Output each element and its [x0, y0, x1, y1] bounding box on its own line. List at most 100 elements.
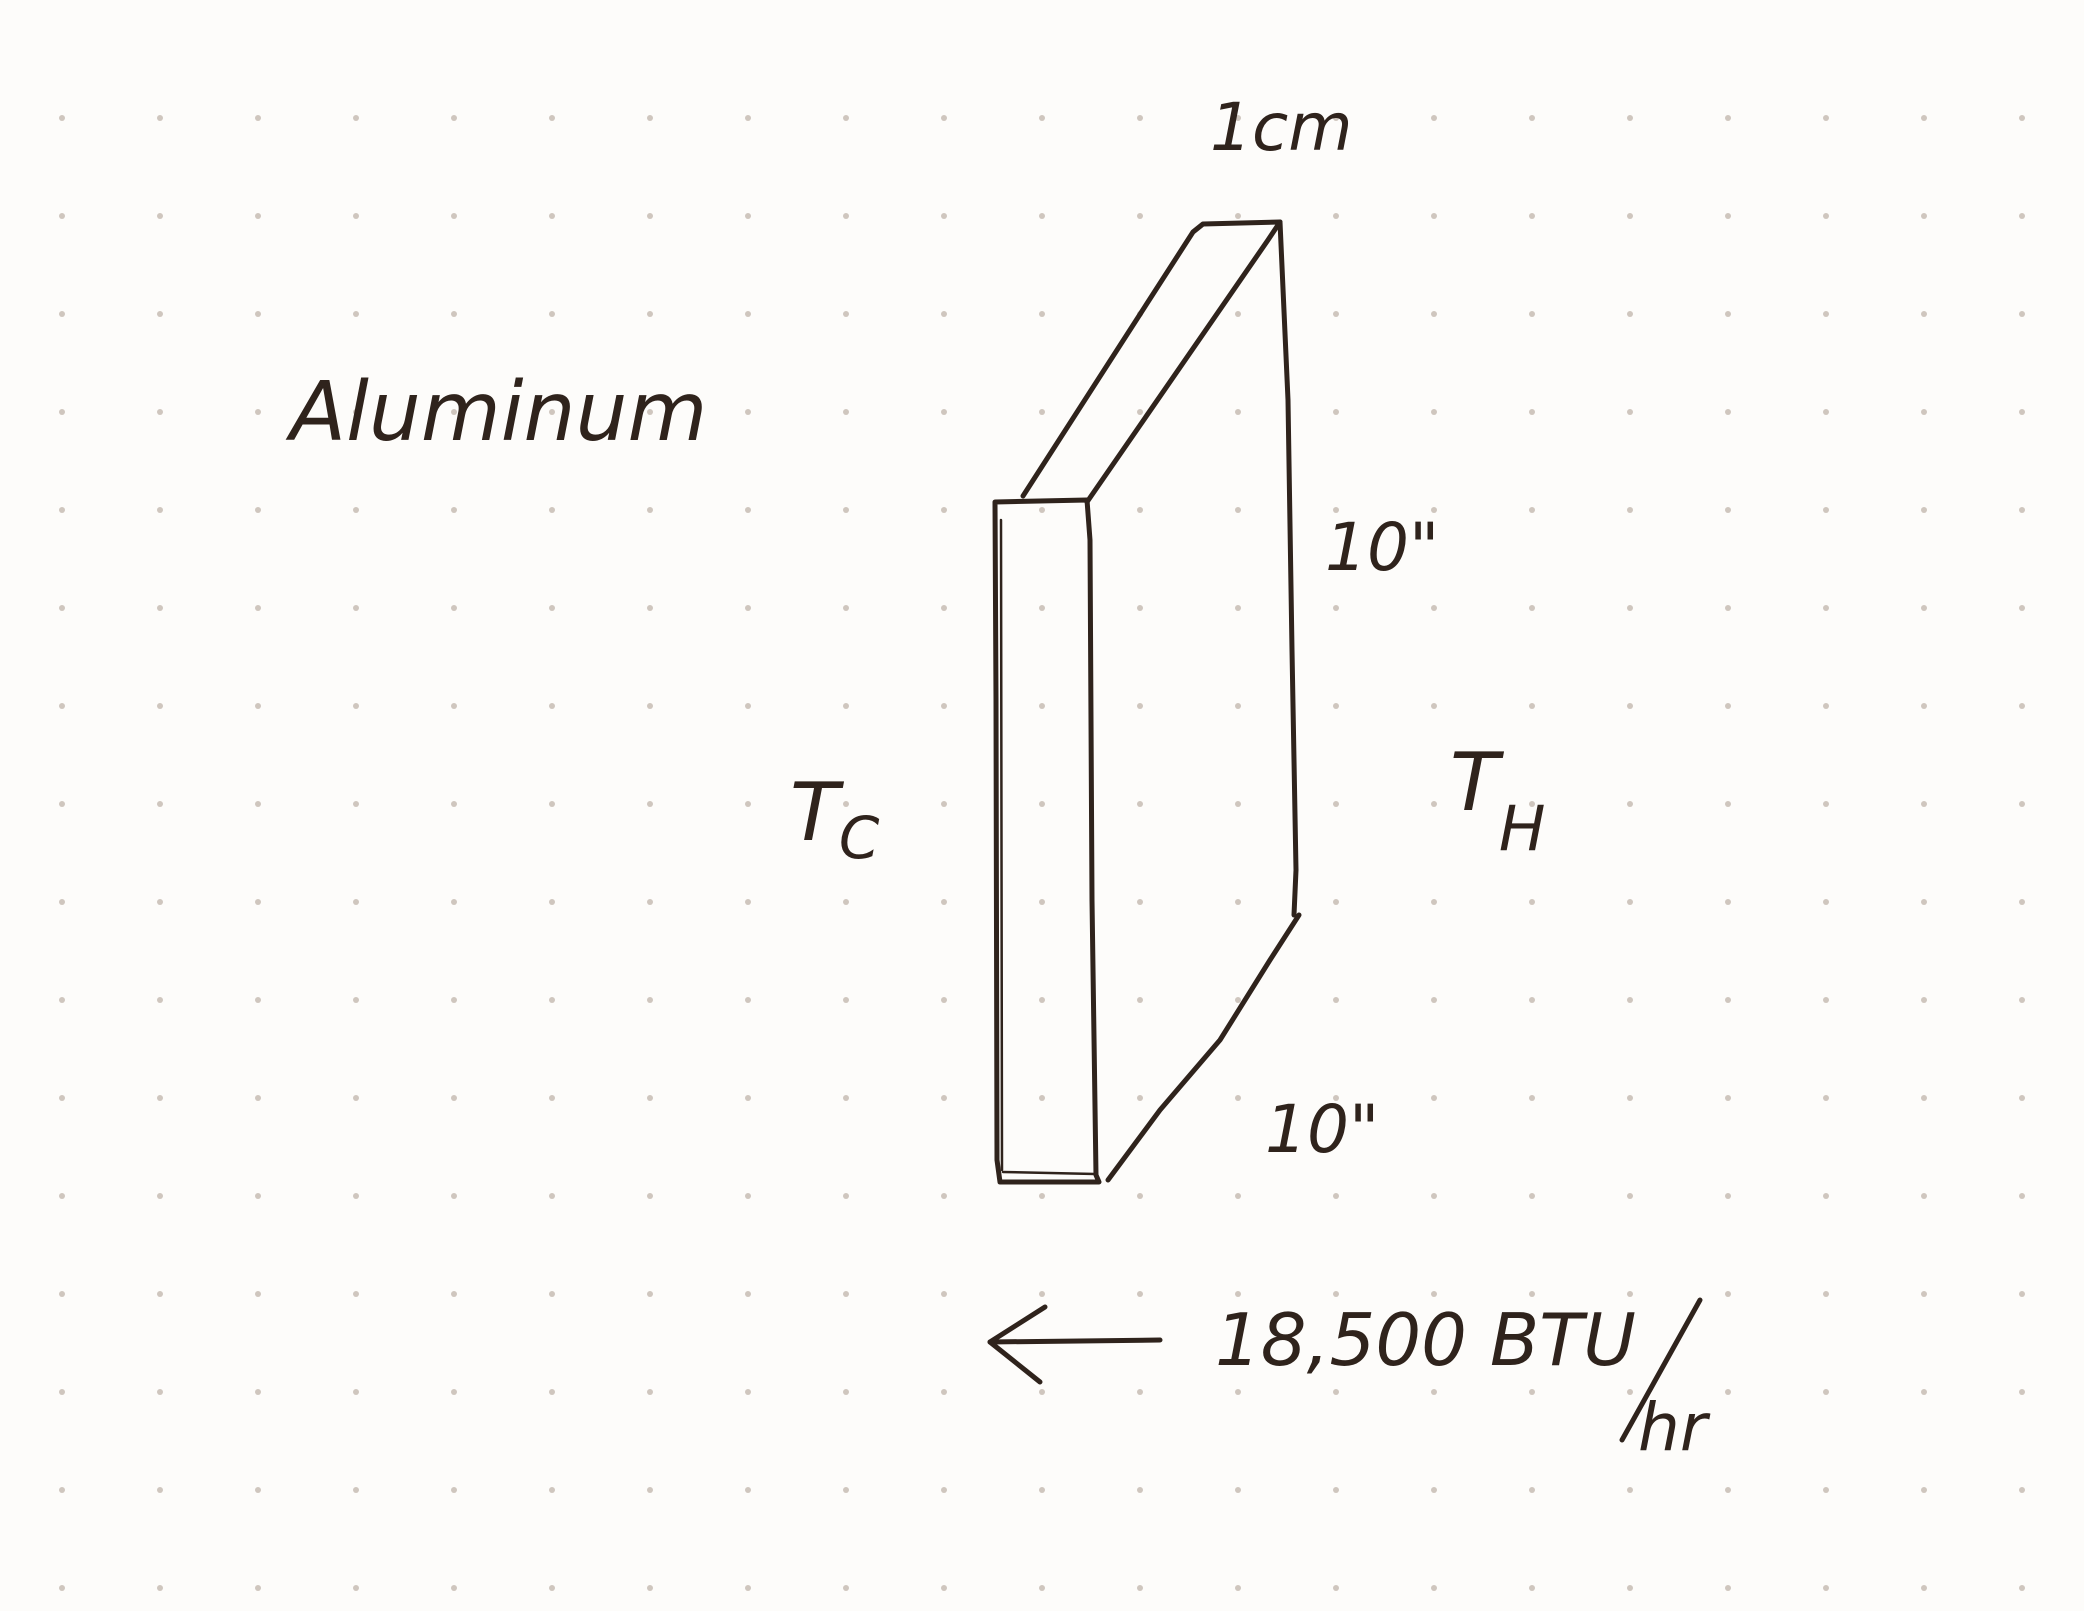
grid-dot: [1333, 1095, 1339, 1101]
grid-dot: [1431, 409, 1437, 415]
grid-dot: [2019, 1487, 2025, 1493]
grid-dot: [1235, 1389, 1241, 1395]
grid-dot: [255, 1389, 261, 1395]
grid-dot: [1333, 703, 1339, 709]
grid-dot: [353, 801, 359, 807]
grid-dot: [1039, 703, 1045, 709]
grid-dot: [1039, 899, 1045, 905]
grid-dot: [59, 115, 65, 121]
grid-dot: [451, 801, 457, 807]
grid-dot: [1627, 115, 1633, 121]
grid-dot: [1823, 311, 1829, 317]
grid-dot: [1431, 1095, 1437, 1101]
grid-dot: [941, 213, 947, 219]
grid-dot: [745, 409, 751, 415]
grid-dot: [549, 1291, 555, 1297]
grid-dot: [1921, 605, 1927, 611]
grid-dot: [1921, 213, 1927, 219]
grid-dot: [745, 1095, 751, 1101]
grid-dot: [647, 703, 653, 709]
grid-dot: [353, 213, 359, 219]
grid-dot: [255, 703, 261, 709]
grid-dot: [1235, 899, 1241, 905]
grid-dot: [59, 311, 65, 317]
grid-dot: [745, 605, 751, 611]
grid-dot: [59, 507, 65, 513]
grid-dot: [1725, 997, 1731, 1003]
grid-dot: [2019, 703, 2025, 709]
grid-dot: [647, 311, 653, 317]
grid-dot: [1431, 1193, 1437, 1199]
grid-dot: [745, 311, 751, 317]
grid-dot: [2019, 997, 2025, 1003]
heat-flow-value: 18,500 BTU: [1215, 1298, 1636, 1382]
cold-side-subscript: C: [839, 804, 880, 872]
grid-dot: [745, 115, 751, 121]
grid-dot: [941, 605, 947, 611]
grid-dot: [843, 1193, 849, 1199]
grid-dot: [647, 899, 653, 905]
grid-dot: [1529, 1193, 1535, 1199]
grid-dot: [647, 801, 653, 807]
grid-dot: [1137, 1487, 1143, 1493]
grid-dot: [647, 1193, 653, 1199]
grid-dot: [59, 899, 65, 905]
grid-dot: [549, 213, 555, 219]
grid-dot: [1823, 1095, 1829, 1101]
grid-dot: [549, 605, 555, 611]
grid-dot: [1627, 605, 1633, 611]
grid-dot: [1235, 213, 1241, 219]
grid-dot: [549, 115, 555, 121]
grid-dot: [1137, 409, 1143, 415]
grid-dot: [353, 1487, 359, 1493]
grid-dot: [255, 409, 261, 415]
grid-dot: [2019, 115, 2025, 121]
grid-dot: [1235, 507, 1241, 513]
grid-dot: [843, 899, 849, 905]
grid-dot: [941, 1389, 947, 1395]
grid-dot: [353, 605, 359, 611]
slab-top-face: [1020, 219, 1283, 505]
cold-side-T: T: [790, 766, 845, 859]
grid-dot: [843, 703, 849, 709]
grid-dot: [1921, 801, 1927, 807]
grid-dot: [353, 409, 359, 415]
grid-dot: [549, 703, 555, 709]
grid-dot: [1431, 801, 1437, 807]
grid-dot: [1627, 507, 1633, 513]
grid-dot: [1529, 1585, 1535, 1591]
grid-dot: [745, 1193, 751, 1199]
grid-dot: [1235, 1487, 1241, 1493]
grid-dot: [1137, 213, 1143, 219]
grid-dot: [1921, 1193, 1927, 1199]
grid-dot: [1529, 899, 1535, 905]
grid-dot: [1431, 1585, 1437, 1591]
grid-dot: [353, 1291, 359, 1297]
grid-dot: [1431, 507, 1437, 513]
grid-dot: [1725, 801, 1731, 807]
grid-dot: [549, 409, 555, 415]
grid-dot: [1823, 507, 1829, 513]
grid-dot: [549, 1389, 555, 1395]
grid-dot: [745, 1487, 751, 1493]
grid-dot: [1921, 899, 1927, 905]
grid-dot: [745, 1389, 751, 1395]
grid-dot: [1725, 507, 1731, 513]
grid-dot: [1039, 997, 1045, 1003]
grid-dot: [1725, 1291, 1731, 1297]
unit-slash: [1619, 1297, 1703, 1443]
grid-dot: [1627, 703, 1633, 709]
grid-dot: [1431, 115, 1437, 121]
grid-dot: [1725, 899, 1731, 905]
grid-dot: [2019, 1291, 2025, 1297]
grid-dot: [1333, 1389, 1339, 1395]
grid-dot: [2019, 1585, 2025, 1591]
grid-dot: [59, 1291, 65, 1297]
grid-dot: [353, 703, 359, 709]
hot-side-label: TH: [1450, 736, 1546, 865]
grid-dot: [1039, 311, 1045, 317]
grid-dot: [1431, 213, 1437, 219]
grid-dot: [1921, 997, 1927, 1003]
grid-dot: [451, 1193, 457, 1199]
grid-dot: [1725, 1193, 1731, 1199]
